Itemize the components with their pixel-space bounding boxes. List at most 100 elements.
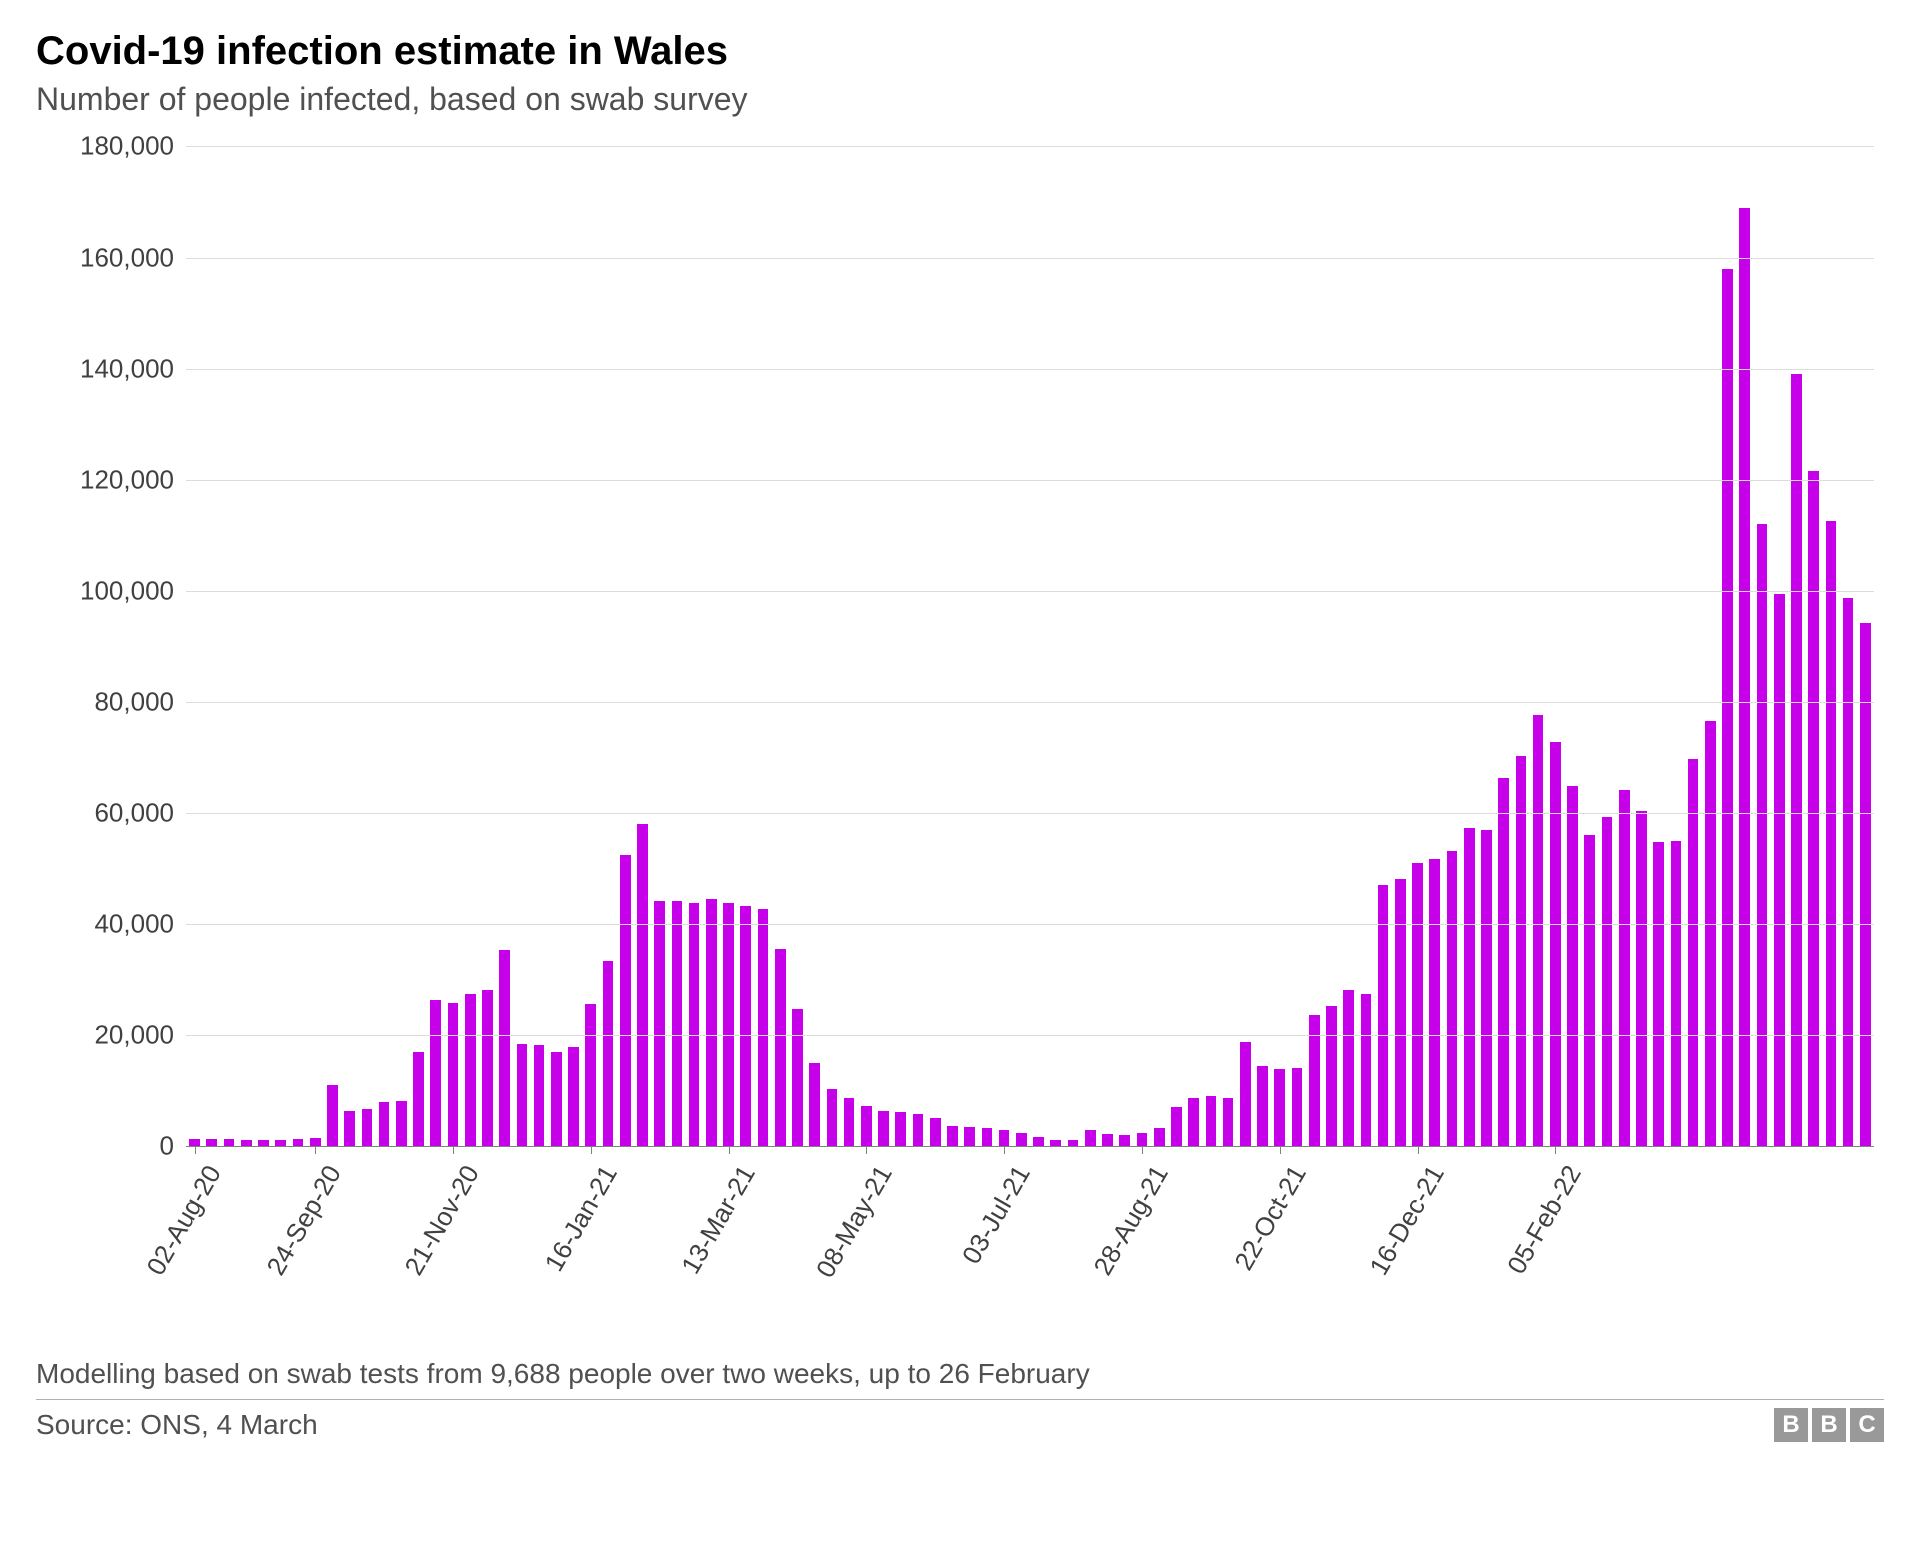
bar [1395,879,1406,1146]
bar [861,1106,872,1146]
bbc-logo-box: B [1774,1408,1808,1442]
bar [982,1128,993,1146]
x-axis-label: 28-Aug-21 [1087,1160,1175,1281]
bar [344,1111,355,1147]
bar [758,909,769,1147]
bar [1653,842,1664,1146]
x-tick [591,1146,592,1154]
bar [362,1109,373,1147]
gridline [186,924,1874,925]
gridline [186,813,1874,814]
bar [310,1138,321,1147]
bar [534,1045,545,1147]
bar [844,1098,855,1146]
x-axis: 02-Aug-2024-Sep-2021-Nov-2016-Jan-2113-M… [186,1146,1874,1336]
bar [809,1063,820,1146]
bar [1119,1135,1130,1146]
x-axis-label: 08-May-21 [810,1160,899,1283]
x-tick [195,1146,196,1154]
bar [1033,1137,1044,1146]
bbc-logo: BBC [1774,1408,1884,1442]
gridline [186,369,1874,370]
bar [1705,721,1716,1146]
bar [275,1140,286,1147]
bar [1447,851,1458,1147]
bar [1791,374,1802,1146]
bar [1498,778,1509,1146]
bar [1464,828,1475,1147]
y-axis-label: 0 [160,1131,186,1162]
bar [1223,1098,1234,1147]
bar [930,1118,941,1147]
bar [775,949,786,1147]
bar [224,1139,235,1146]
x-tick [1280,1146,1281,1154]
x-tick [729,1146,730,1154]
bar [792,1009,803,1146]
bar [189,1139,200,1147]
x-axis-label: 16-Jan-21 [538,1160,623,1277]
bar [499,950,510,1147]
y-axis-label: 100,000 [80,575,186,606]
bar [551,1052,562,1146]
y-axis-label: 120,000 [80,464,186,495]
bbc-logo-box: B [1812,1408,1846,1442]
bar [1292,1068,1303,1146]
bar [1584,835,1595,1147]
y-axis-label: 60,000 [94,798,186,829]
x-axis-label: 22-Oct-21 [1228,1160,1313,1276]
y-axis-label: 160,000 [80,242,186,273]
x-axis-label: 16-Dec-21 [1363,1160,1451,1281]
x-tick [1418,1146,1419,1154]
bar [1688,759,1699,1147]
bar [913,1114,924,1147]
bar [568,1047,579,1146]
x-axis-label: 21-Nov-20 [398,1160,486,1281]
bar [878,1111,889,1147]
bar [517,1044,528,1146]
bar [1516,756,1527,1146]
plot-area: 020,00040,00060,00080,000100,000120,0001… [186,146,1874,1146]
bar [1361,994,1372,1146]
x-axis-label: 03-Jul-21 [956,1160,1037,1269]
bar [413,1052,424,1146]
bar [1533,715,1544,1147]
chart-area: 020,00040,00060,00080,000100,000120,0001… [36,136,1884,1336]
chart-container: Covid-19 infection estimate in Wales Num… [0,0,1920,1542]
x-tick [453,1146,454,1154]
y-axis-label: 20,000 [94,1020,186,1051]
gridline [186,480,1874,481]
x-axis-label: 05-Feb-22 [1501,1160,1588,1279]
y-axis-label: 180,000 [80,131,186,162]
bar [723,903,734,1146]
bar [1636,811,1647,1147]
bar [1739,208,1750,1147]
bar [1085,1130,1096,1147]
bar [1429,859,1440,1147]
bar [396,1101,407,1147]
x-axis-label: 13-Mar-21 [675,1160,762,1279]
bar [1826,521,1837,1146]
bar [672,901,683,1146]
gridline [186,1035,1874,1036]
x-tick [1004,1146,1005,1154]
bar [1671,841,1682,1147]
bar [654,901,665,1147]
gridline [186,702,1874,703]
bar [1102,1134,1113,1146]
bar [448,1003,459,1146]
bar [1343,990,1354,1147]
bar [706,899,717,1146]
bar [947,1126,958,1146]
bbc-logo-box: C [1850,1408,1884,1442]
x-tick [866,1146,867,1154]
bar [293,1139,304,1146]
chart-title: Covid-19 infection estimate in Wales [36,28,1884,74]
bar [1481,830,1492,1146]
bar [740,906,751,1146]
y-axis-label: 140,000 [80,353,186,384]
bar [827,1089,838,1146]
chart-subtitle: Number of people infected, based on swab… [36,80,1884,118]
bar [206,1139,217,1147]
bar [258,1140,269,1147]
